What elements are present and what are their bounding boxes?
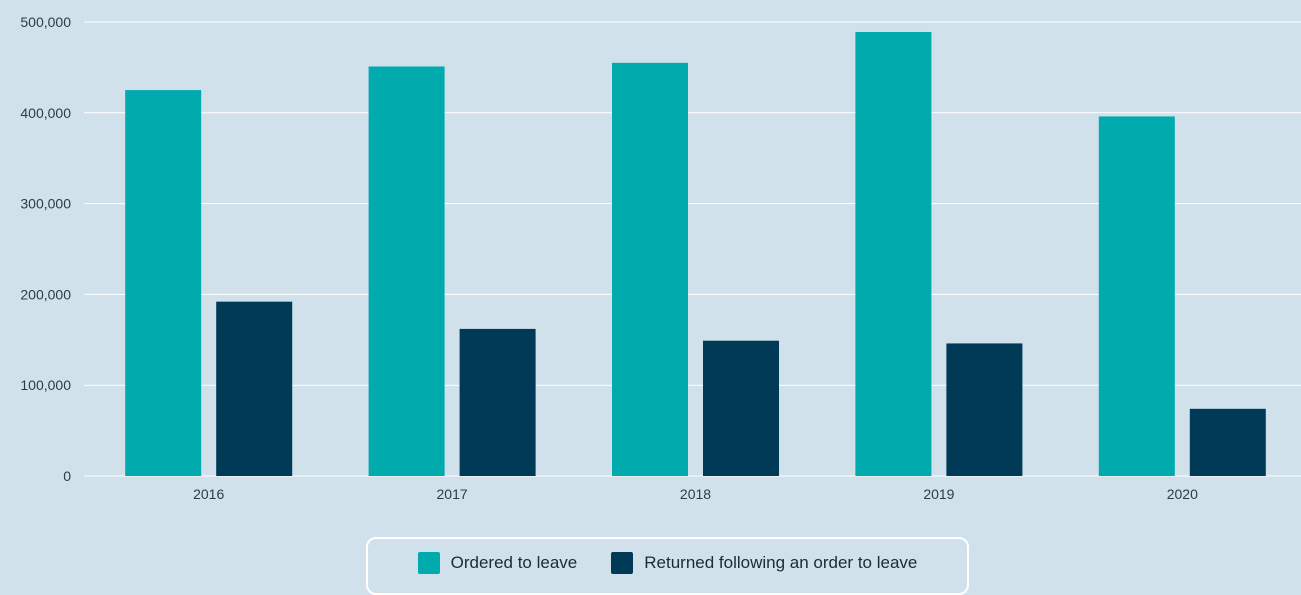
bar-returned-2017 bbox=[459, 328, 536, 476]
y-tick-label: 500,000 bbox=[20, 14, 71, 30]
y-tick-label: 0 bbox=[63, 468, 71, 484]
legend-swatch-ordered-to-leave bbox=[417, 552, 440, 574]
bar-ordered-to-leave-2020 bbox=[1098, 116, 1175, 476]
x-tick-label: 2018 bbox=[680, 486, 711, 502]
x-tick-label: 2019 bbox=[923, 486, 954, 502]
bar-ordered-to-leave-2019 bbox=[855, 31, 932, 476]
y-tick-label: 100,000 bbox=[20, 377, 71, 393]
legend-item-ordered-to-leave: Ordered to leave bbox=[417, 552, 578, 574]
bar-returned-2020 bbox=[1189, 408, 1266, 476]
x-tick-label: 2016 bbox=[193, 486, 224, 502]
bar-returned-2016 bbox=[216, 301, 293, 476]
legend-label-returned: Returned following an order to leave bbox=[644, 553, 918, 572]
x-tick-label: 2017 bbox=[437, 486, 468, 502]
y-axis-ticks: 0 100,000 200,000 300,000 400,000 500,000 bbox=[20, 14, 71, 484]
legend-label-ordered-to-leave: Ordered to leave bbox=[450, 553, 578, 572]
bar-returned-2019 bbox=[946, 343, 1023, 476]
bars bbox=[125, 31, 1266, 477]
x-axis-ticks: 2016 2017 2018 2019 2020 bbox=[193, 486, 1198, 502]
y-tick-label: 400,000 bbox=[20, 105, 71, 121]
bar-ordered-to-leave-2017 bbox=[368, 66, 445, 476]
legend-swatch-returned bbox=[611, 552, 634, 574]
x-tick-label: 2020 bbox=[1167, 486, 1198, 502]
legend: Ordered to leave Returned following an o… bbox=[366, 537, 969, 595]
legend-item-returned: Returned following an order to leave bbox=[611, 552, 917, 574]
bar-returned-2018 bbox=[703, 340, 779, 476]
bar-ordered-to-leave-2018 bbox=[612, 62, 688, 477]
bar-ordered-to-leave-2016 bbox=[125, 90, 202, 476]
y-tick-label: 300,000 bbox=[20, 196, 71, 212]
y-tick-label: 200,000 bbox=[20, 286, 71, 302]
bar-chart: 0 100,000 200,000 300,000 400,000 500,000 201… bbox=[20, 14, 1301, 502]
